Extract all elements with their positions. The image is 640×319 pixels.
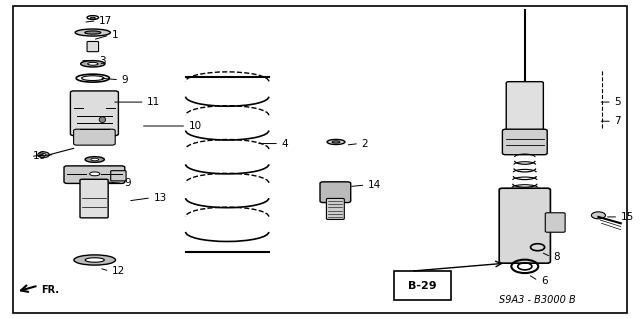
Ellipse shape (84, 31, 101, 34)
Text: 13: 13 (154, 193, 167, 203)
FancyBboxPatch shape (506, 82, 543, 135)
Ellipse shape (591, 212, 605, 219)
Ellipse shape (81, 61, 105, 67)
Text: 6: 6 (541, 276, 547, 286)
Ellipse shape (74, 255, 115, 265)
Text: 12: 12 (112, 266, 125, 276)
Text: 11: 11 (147, 97, 161, 107)
Text: B-29: B-29 (408, 280, 436, 291)
FancyBboxPatch shape (326, 198, 344, 219)
FancyBboxPatch shape (111, 171, 126, 181)
Text: 3: 3 (99, 56, 106, 66)
Ellipse shape (85, 258, 104, 262)
Text: 5: 5 (614, 97, 621, 107)
Text: 17: 17 (99, 16, 113, 26)
Ellipse shape (85, 157, 104, 162)
FancyBboxPatch shape (320, 182, 351, 203)
Ellipse shape (90, 17, 95, 19)
Ellipse shape (99, 117, 106, 122)
Text: 9: 9 (122, 75, 128, 85)
FancyBboxPatch shape (70, 91, 118, 136)
Text: 16: 16 (33, 151, 47, 161)
Ellipse shape (332, 141, 340, 143)
FancyBboxPatch shape (74, 129, 115, 145)
Text: 4: 4 (282, 138, 288, 149)
Ellipse shape (327, 139, 345, 145)
Ellipse shape (76, 29, 111, 36)
Text: 15: 15 (621, 212, 634, 222)
Ellipse shape (90, 172, 100, 176)
Text: 9: 9 (125, 178, 131, 189)
FancyBboxPatch shape (80, 179, 108, 218)
Ellipse shape (41, 153, 46, 156)
FancyBboxPatch shape (499, 188, 550, 263)
FancyBboxPatch shape (64, 166, 125, 183)
Text: 2: 2 (362, 138, 368, 149)
Text: 1: 1 (112, 30, 118, 40)
FancyBboxPatch shape (545, 213, 565, 232)
Ellipse shape (91, 158, 99, 161)
Text: 14: 14 (368, 180, 381, 190)
Text: 8: 8 (554, 252, 560, 262)
Ellipse shape (88, 62, 98, 65)
FancyBboxPatch shape (394, 271, 451, 300)
Text: 10: 10 (189, 121, 202, 131)
Text: FR.: FR. (42, 285, 60, 295)
Ellipse shape (38, 152, 49, 158)
Text: 7: 7 (614, 116, 621, 126)
Text: S9A3 - B3000 B: S9A3 - B3000 B (499, 295, 576, 305)
FancyBboxPatch shape (87, 41, 99, 52)
FancyBboxPatch shape (502, 129, 547, 155)
